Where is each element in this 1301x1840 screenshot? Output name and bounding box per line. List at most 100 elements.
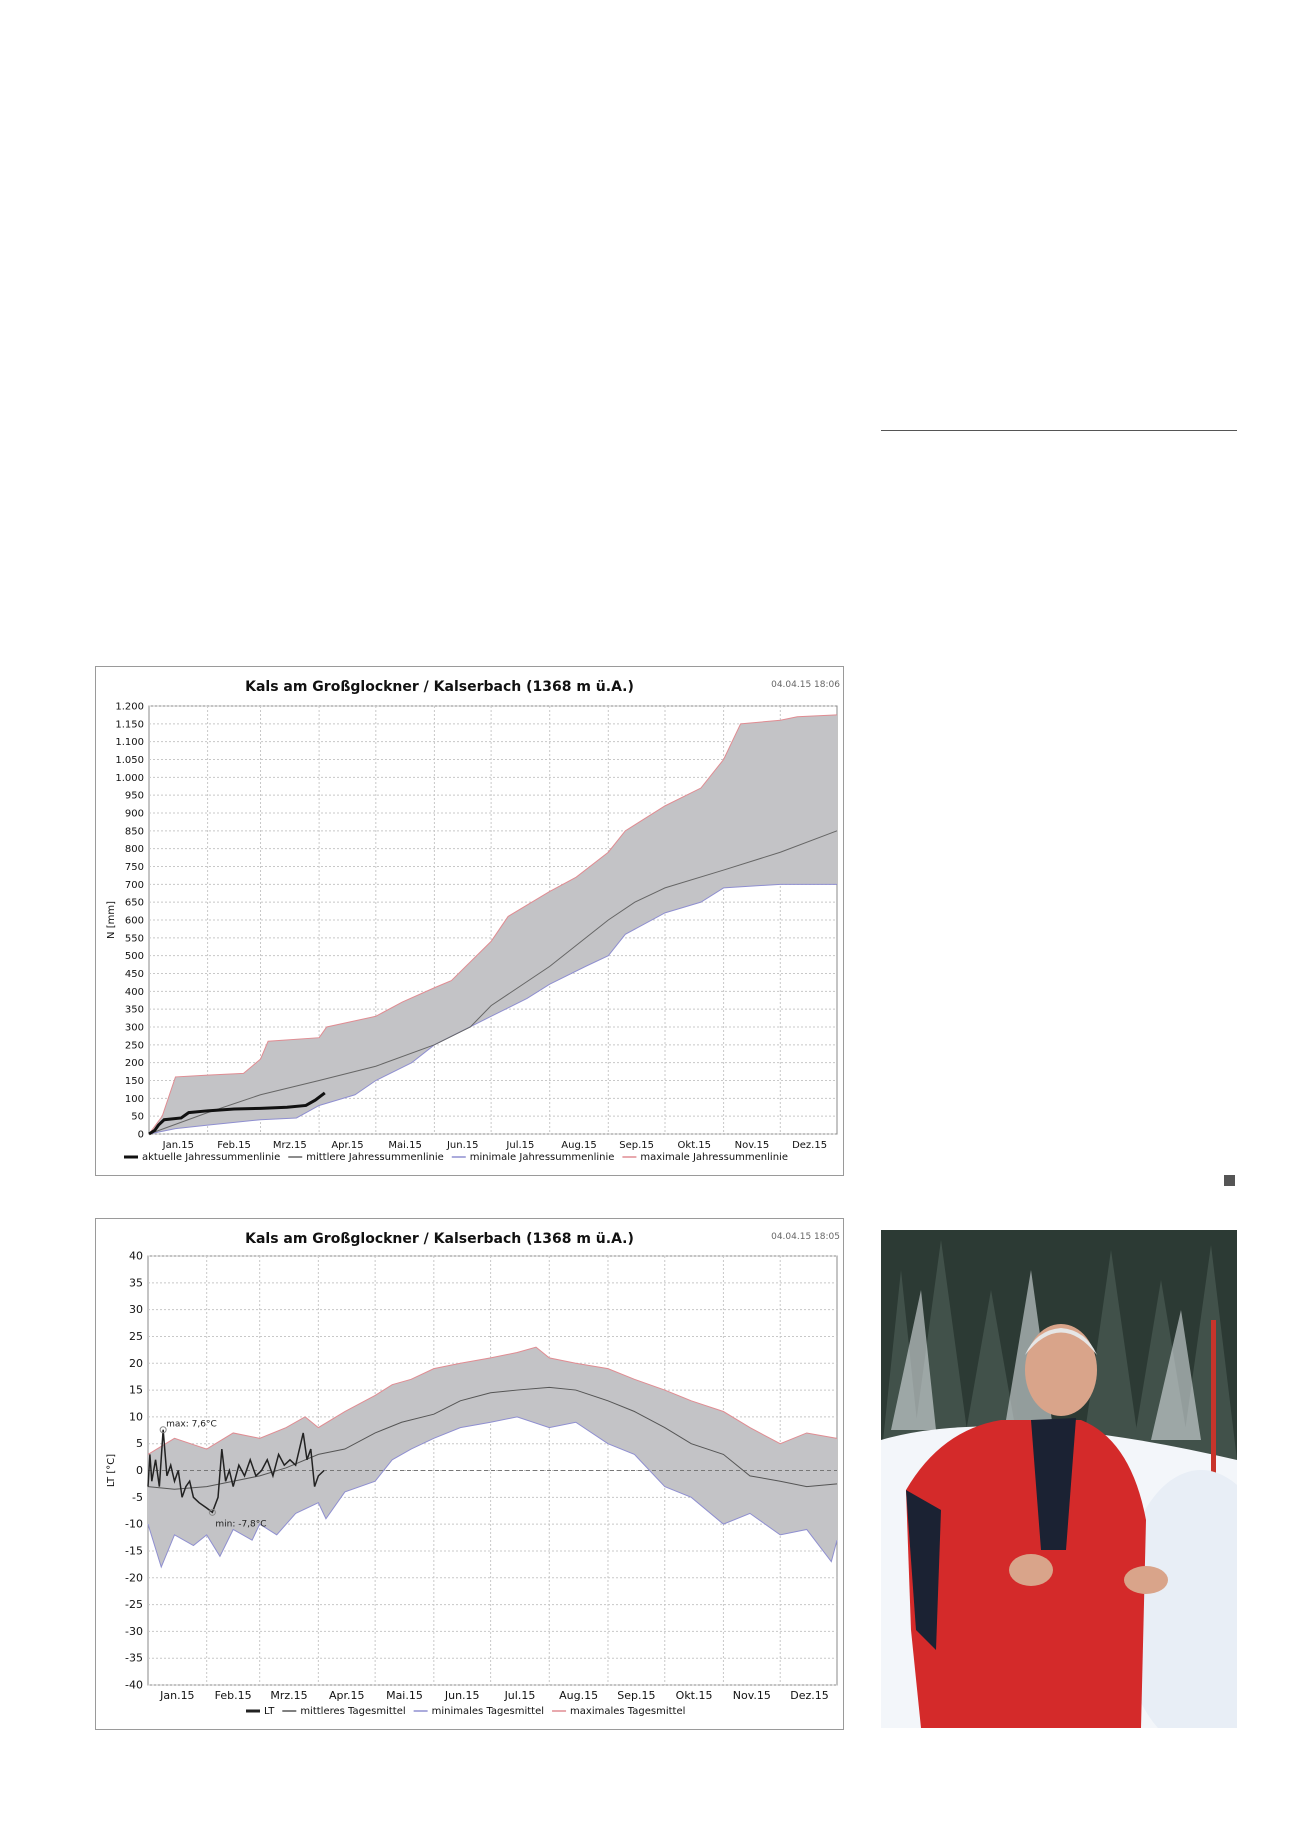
y-tick-label: 25 (129, 1330, 143, 1343)
series-line-3 (148, 714, 838, 1135)
chart-title: Kals am Großglockner / Kalserbach (1368 … (245, 679, 634, 695)
x-tick-label: Sep.15 (617, 1689, 655, 1702)
y-tick-label: -15 (125, 1544, 143, 1557)
x-tick-label: Feb.15 (215, 1689, 252, 1702)
x-tick-label: Mrz.15 (270, 1689, 307, 1702)
y-tick-label: 1.150 (115, 719, 144, 730)
y-tick-label: -10 (125, 1518, 143, 1531)
y-tick-label: 35 (129, 1276, 143, 1289)
x-tick-label: Mai.15 (388, 1140, 421, 1151)
x-tick-label: Aug.15 (561, 1140, 596, 1151)
x-tick-label: Apr.15 (329, 1689, 365, 1702)
y-tick-label: 500 (125, 951, 144, 962)
x-tick-label: Feb.15 (217, 1140, 251, 1151)
y-axis-label: N [mm] (106, 901, 117, 939)
annotation-marker (159, 1426, 167, 1434)
y-tick-label: -20 (125, 1571, 143, 1584)
y-tick-label: -35 (125, 1652, 143, 1665)
chart-timestamp: 04.04.15 18:05 (771, 1232, 840, 1242)
precipitation-chart: Kals am Großglockner / Kalserbach (1368 … (95, 666, 844, 1176)
y-tick-label: 1.100 (115, 737, 144, 748)
y-tick-label: 750 (125, 862, 144, 873)
legend-label: maximales Tagesmittel (570, 1706, 685, 1717)
y-tick-label: 30 (129, 1303, 143, 1316)
y-tick-label: 250 (125, 1040, 144, 1051)
series-line-2 (147, 1416, 838, 1569)
legend-label: LT (264, 1706, 275, 1717)
y-axis-label: LT [°C] (106, 1454, 117, 1487)
y-tick-label: 850 (125, 826, 144, 837)
x-tick-label: Okt.15 (676, 1689, 713, 1702)
series-line-3 (147, 1346, 838, 1455)
y-tick-label: 800 (125, 844, 144, 855)
x-tick-label: Dez.15 (792, 1140, 827, 1151)
y-tick-label: -5 (132, 1491, 143, 1504)
legend: aktuelle Jahressummenlinie mittlere Jahre… (124, 1152, 788, 1163)
y-tick-label: 300 (125, 1023, 144, 1034)
annotation-marker (208, 1508, 216, 1516)
chart-timestamp: 04.04.15 18:06 (771, 680, 840, 690)
y-tick-label: 600 (125, 916, 144, 927)
legend-label: minimales Tagesmittel (432, 1706, 544, 1717)
y-tick-label: 350 (125, 1005, 144, 1016)
annotation-label: max: 7,6°C (166, 1420, 217, 1430)
y-tick-label: 150 (125, 1076, 144, 1087)
y-tick-label: 50 (131, 1112, 144, 1123)
y-tick-label: 650 (125, 898, 144, 909)
y-tick-label: 700 (125, 880, 144, 891)
x-tick-label: Jul.15 (504, 1689, 536, 1702)
annotation-label: min: -7,8°C (215, 1519, 266, 1529)
y-tick-label: 40 (129, 1250, 143, 1263)
x-tick-label: Apr.15 (331, 1140, 363, 1151)
x-tick-label: Mrz.15 (273, 1140, 307, 1151)
x-tick-label: Nov.15 (733, 1689, 771, 1702)
series-line-2 (148, 883, 837, 1135)
y-tick-label: 1.000 (115, 773, 144, 784)
y-tick-label: 550 (125, 933, 144, 944)
x-tick-label: Jun.15 (446, 1140, 479, 1151)
y-tick-label: 1.200 (115, 702, 144, 713)
divider-line (881, 430, 1237, 431)
y-tick-label: 10 (129, 1410, 143, 1423)
x-tick-label: Dez.15 (790, 1689, 829, 1702)
photo-man-in-snow (881, 1230, 1237, 1728)
x-tick-label: Jan.15 (159, 1689, 194, 1702)
chart-title: Kals am Großglockner / Kalserbach (1368 … (245, 1231, 634, 1247)
x-tick-label: Okt.15 (678, 1140, 712, 1151)
x-tick-label: Jun.15 (444, 1689, 480, 1702)
temperature-chart: Kals am Großglockner / Kalserbach (1368 … (95, 1218, 844, 1730)
y-tick-label: 200 (125, 1058, 144, 1069)
legend-label: mittlere Jahressummenlinie (306, 1152, 444, 1163)
x-tick-label: Sep.15 (619, 1140, 654, 1151)
y-tick-label: 450 (125, 969, 144, 980)
y-tick-label: 15 (129, 1384, 143, 1397)
y-tick-label: 400 (125, 987, 144, 998)
series-line-1 (147, 1386, 838, 1490)
y-tick-label: 20 (129, 1357, 143, 1370)
y-tick-label: -40 (125, 1679, 143, 1692)
series-line-1 (148, 830, 838, 1135)
y-tick-label: 5 (136, 1437, 143, 1450)
y-tick-label: -25 (125, 1598, 143, 1611)
end-of-article-square-icon (1224, 1175, 1235, 1186)
y-tick-label: 900 (125, 809, 144, 820)
y-tick-label: 950 (125, 791, 144, 802)
y-tick-label: 0 (138, 1130, 144, 1141)
series-line-0 (148, 1091, 326, 1136)
legend-label: maximale Jahressummenlinie (640, 1152, 788, 1163)
series-line-0 (147, 1429, 325, 1514)
min-max-band (148, 1347, 837, 1568)
legend: LT mittleres Tagesmittel minimales Tagesmi… (246, 1706, 685, 1717)
x-tick-label: Nov.15 (735, 1140, 770, 1151)
x-tick-label: Aug.15 (559, 1689, 598, 1702)
y-tick-label: 0 (136, 1464, 143, 1477)
x-tick-label: Jan.15 (162, 1140, 194, 1151)
legend-label: mittleres Tagesmittel (300, 1706, 405, 1717)
legend-label: minimale Jahressummenlinie (470, 1152, 615, 1163)
x-tick-label: Jul.15 (505, 1140, 534, 1151)
y-tick-label: -30 (125, 1625, 143, 1638)
min-max-band (149, 714, 837, 1134)
legend-label: aktuelle Jahressummenlinie (142, 1152, 280, 1163)
y-tick-label: 1.050 (115, 755, 144, 766)
